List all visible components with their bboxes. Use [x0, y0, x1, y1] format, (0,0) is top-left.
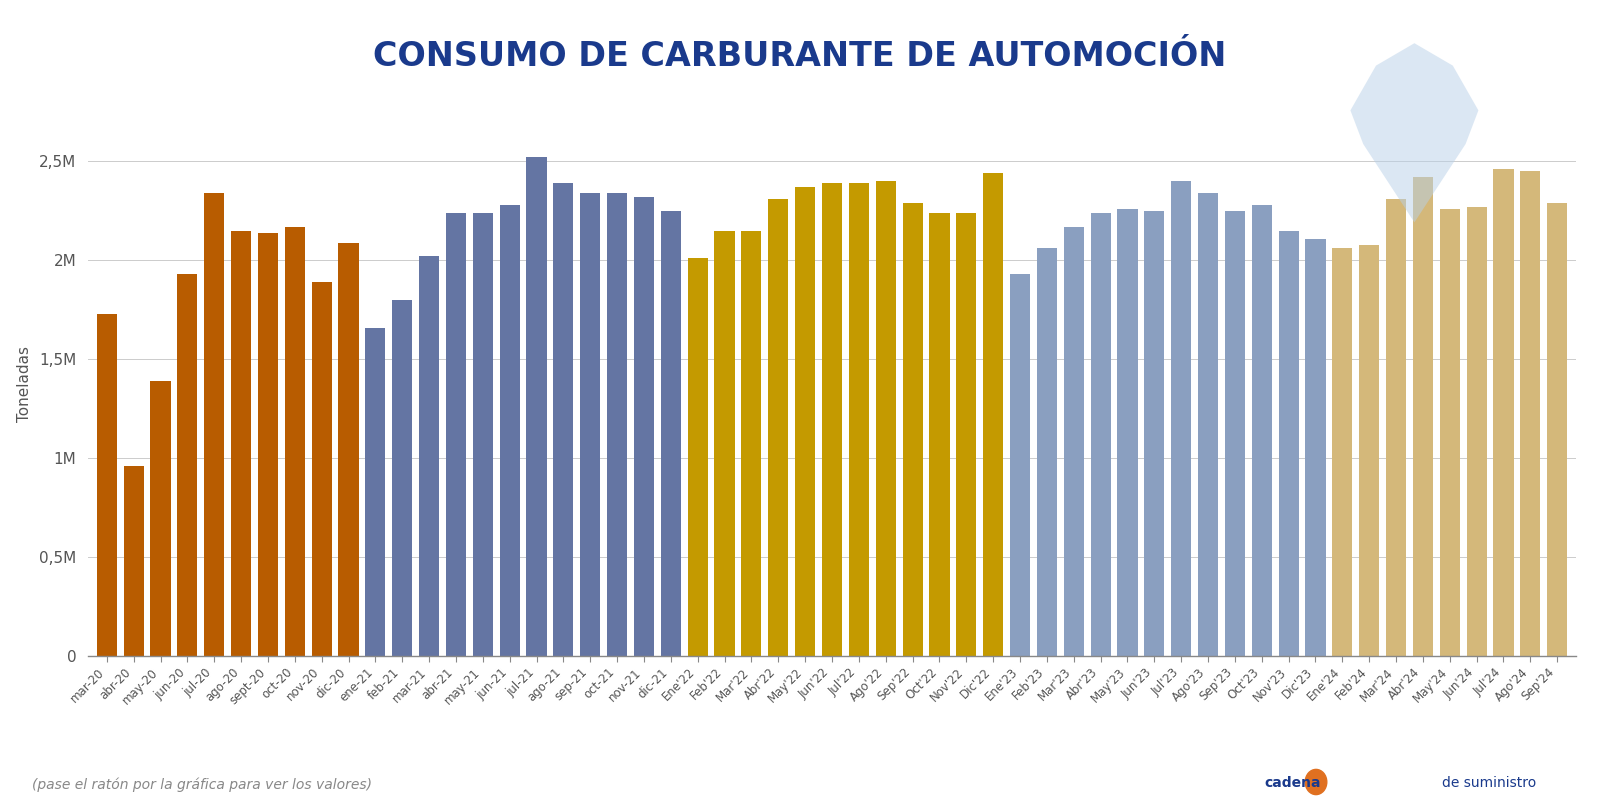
Text: de suministro: de suministro	[1442, 776, 1536, 790]
Bar	[392, 300, 413, 656]
Bar	[1440, 209, 1459, 656]
Bar	[1386, 199, 1406, 656]
Bar	[875, 182, 896, 656]
Bar	[768, 199, 789, 656]
Bar	[795, 187, 816, 656]
Bar	[1333, 249, 1352, 656]
Bar	[930, 213, 949, 656]
Y-axis label: Toneladas: Toneladas	[18, 346, 32, 422]
Bar	[688, 258, 707, 656]
Bar	[1144, 211, 1165, 656]
Bar	[230, 230, 251, 656]
Bar	[526, 158, 547, 656]
Bar	[419, 257, 438, 656]
Bar	[1547, 203, 1568, 656]
Bar	[472, 213, 493, 656]
Bar	[312, 282, 331, 656]
Bar	[499, 205, 520, 656]
Text: CONSUMO DE CARBURANTE DE AUTOMOCIÓN: CONSUMO DE CARBURANTE DE AUTOMOCIÓN	[373, 40, 1227, 73]
Bar	[1251, 205, 1272, 656]
Bar	[123, 466, 144, 656]
Bar	[634, 197, 654, 656]
Bar	[554, 183, 573, 656]
Bar	[365, 328, 386, 656]
Polygon shape	[1350, 43, 1478, 222]
Bar	[741, 230, 762, 656]
Bar	[1091, 213, 1110, 656]
Bar	[1413, 178, 1434, 656]
Bar	[1467, 207, 1486, 656]
Bar	[957, 213, 976, 656]
Bar	[715, 230, 734, 656]
Bar	[661, 211, 682, 656]
Bar	[1306, 238, 1325, 656]
Text: cadena: cadena	[1264, 776, 1320, 790]
Bar	[258, 233, 278, 656]
Bar	[1117, 209, 1138, 656]
Bar	[902, 203, 923, 656]
Bar	[285, 226, 306, 656]
Bar	[1520, 171, 1541, 656]
Bar	[1171, 182, 1192, 656]
Bar	[1198, 193, 1218, 656]
Bar	[581, 193, 600, 656]
Bar	[822, 183, 842, 656]
Bar	[1064, 226, 1083, 656]
Bar	[848, 183, 869, 656]
Bar	[178, 274, 197, 656]
Text: (pase el ratón por la gráfica para ver los valores): (pase el ratón por la gráfica para ver l…	[32, 778, 371, 792]
Bar	[446, 213, 466, 656]
Circle shape	[1306, 770, 1326, 794]
Bar	[982, 174, 1003, 656]
Bar	[1278, 230, 1299, 656]
Bar	[606, 193, 627, 656]
Bar	[1226, 211, 1245, 656]
Bar	[205, 193, 224, 656]
Bar	[1010, 274, 1030, 656]
Bar	[339, 242, 358, 656]
Bar	[1358, 245, 1379, 656]
Bar	[96, 314, 117, 656]
Bar	[150, 381, 171, 656]
Bar	[1493, 170, 1514, 656]
Bar	[1037, 249, 1058, 656]
